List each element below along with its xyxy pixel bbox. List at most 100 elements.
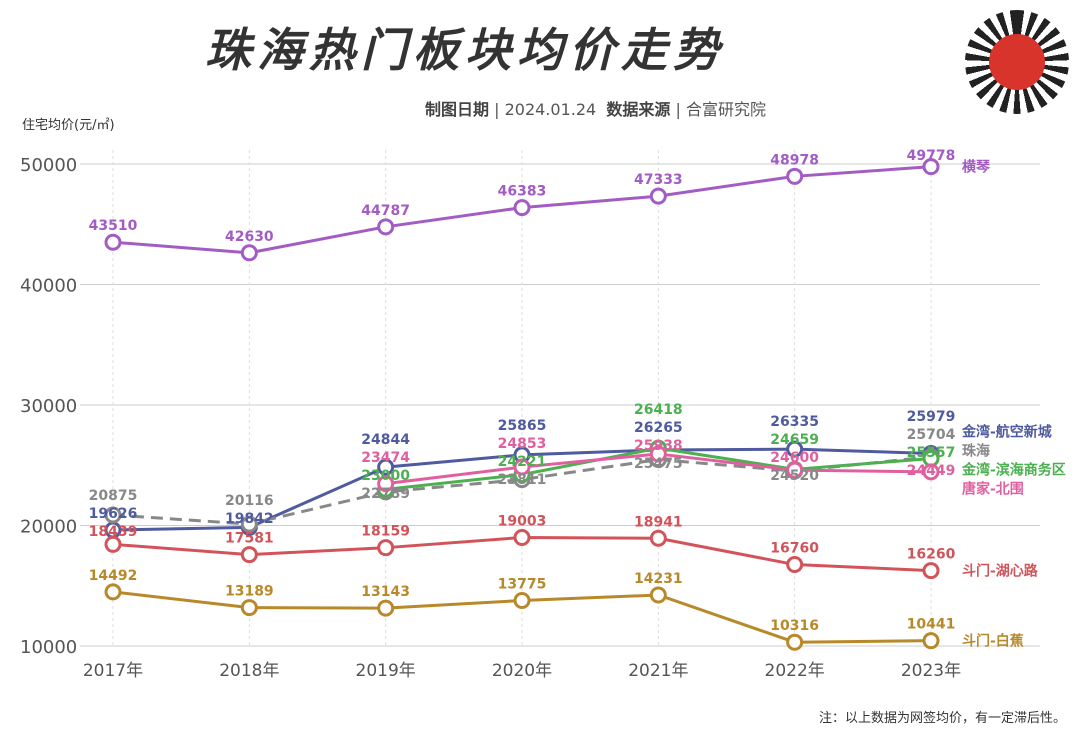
data-point	[240, 546, 258, 564]
x-tick-label: 2019年	[356, 661, 416, 681]
data-point	[104, 233, 122, 251]
data-point	[513, 199, 531, 217]
data-label: 25938	[634, 438, 683, 454]
data-point	[240, 244, 258, 262]
data-label: 26335	[770, 414, 819, 430]
x-tick-label: 2017年	[83, 661, 143, 681]
source: 合富研究院	[685, 100, 766, 119]
data-point	[922, 562, 940, 580]
data-point	[649, 187, 667, 205]
series-name-label: 金湾-航空新城	[961, 424, 1052, 441]
data-label: 19842	[225, 511, 274, 527]
data-point	[786, 556, 804, 574]
series-name-label: 斗门-湖心路	[962, 563, 1039, 580]
series-name-label: 斗门-白蕉	[962, 633, 1024, 650]
data-label: 23474	[361, 450, 410, 466]
data-label: 23000	[361, 468, 410, 484]
qr-code	[965, 10, 1069, 114]
data-label: 18159	[361, 524, 410, 540]
data-label: 13775	[498, 577, 547, 593]
data-label: 42630	[225, 229, 274, 245]
data-point	[786, 167, 804, 185]
data-label: 17581	[225, 531, 274, 547]
data-point	[649, 586, 667, 604]
data-label: 24659	[770, 432, 819, 448]
data-label: 23811	[498, 472, 547, 488]
data-point	[786, 440, 804, 458]
data-label: 25475	[634, 456, 683, 472]
series-name-label: 唐家-北围	[962, 481, 1024, 498]
data-label: 19626	[89, 506, 138, 522]
data-point	[922, 158, 940, 176]
series-name-label: 珠海	[962, 443, 990, 460]
x-tick-label: 2020年	[492, 661, 552, 681]
data-label: 24449	[907, 463, 956, 479]
data-label: 18941	[634, 514, 683, 530]
data-label: 49778	[907, 148, 956, 164]
x-tick-label: 2021年	[628, 661, 688, 681]
data-label: 26265	[634, 420, 683, 436]
data-label: 16260	[907, 547, 956, 563]
data-label: 26418	[634, 402, 683, 418]
data-label: 25979	[907, 409, 956, 425]
data-point	[377, 539, 395, 557]
data-point	[377, 599, 395, 617]
data-point	[922, 632, 940, 650]
data-point	[922, 463, 940, 481]
data-label: 24853	[498, 436, 547, 452]
y-tick-label: 40000	[20, 276, 77, 297]
data-label: 48978	[770, 152, 819, 168]
x-tick-label: 2023年	[901, 661, 961, 681]
y-tick-label: 20000	[20, 517, 77, 538]
data-label: 20875	[89, 488, 138, 504]
data-point	[513, 529, 531, 547]
data-label: 25865	[498, 418, 547, 434]
data-label: 10316	[770, 618, 819, 634]
data-point	[377, 458, 395, 476]
data-label: 20116	[225, 493, 274, 509]
data-point	[786, 461, 804, 479]
data-label: 46383	[498, 184, 547, 200]
series-name-label: 金湾-滨海商务区	[961, 462, 1066, 479]
data-point	[513, 458, 531, 476]
data-label: 13143	[361, 584, 410, 600]
data-label: 25704	[907, 427, 956, 443]
data-label: 16760	[770, 541, 819, 557]
y-tick-label: 50000	[20, 155, 77, 176]
data-point	[240, 515, 258, 533]
series-name-label: 横琴	[962, 159, 991, 176]
source-label: 数据来源	[606, 100, 671, 119]
data-label: 14231	[634, 571, 683, 587]
data-point	[377, 475, 395, 493]
data-label: 22789	[361, 486, 410, 502]
data-label: 24221	[498, 454, 547, 470]
data-label: 47333	[634, 172, 683, 188]
data-point	[513, 592, 531, 610]
data-point	[104, 583, 122, 601]
date: 2024.01.24	[504, 100, 597, 119]
data-label: 25557	[907, 445, 956, 461]
data-label: 43510	[89, 218, 138, 234]
date-label: 制图日期	[425, 100, 490, 119]
chart-subtitle: 制图日期 | 2024.01.24 数据来源 | 合富研究院	[425, 100, 766, 119]
data-point	[104, 506, 122, 524]
data-point	[649, 529, 667, 547]
y-tick-label: 30000	[20, 396, 77, 417]
data-label: 24520	[770, 468, 819, 484]
data-point	[377, 218, 395, 236]
data-label: 44787	[361, 203, 410, 219]
data-label: 13189	[225, 584, 274, 600]
data-point	[649, 445, 667, 463]
y-tick-label: 10000	[20, 637, 77, 658]
footnote: 注：以上数据为网签均价，有一定滞后性。	[818, 711, 1066, 726]
x-tick-label: 2022年	[765, 661, 825, 681]
data-label: 24600	[770, 450, 819, 466]
data-point	[786, 633, 804, 651]
data-point	[240, 599, 258, 617]
data-label: 24844	[361, 432, 410, 448]
data-point	[104, 535, 122, 553]
data-label: 10441	[907, 617, 956, 633]
data-label: 18439	[89, 524, 138, 540]
y-axis-label: 住宅均价(元/㎡)	[22, 118, 115, 133]
